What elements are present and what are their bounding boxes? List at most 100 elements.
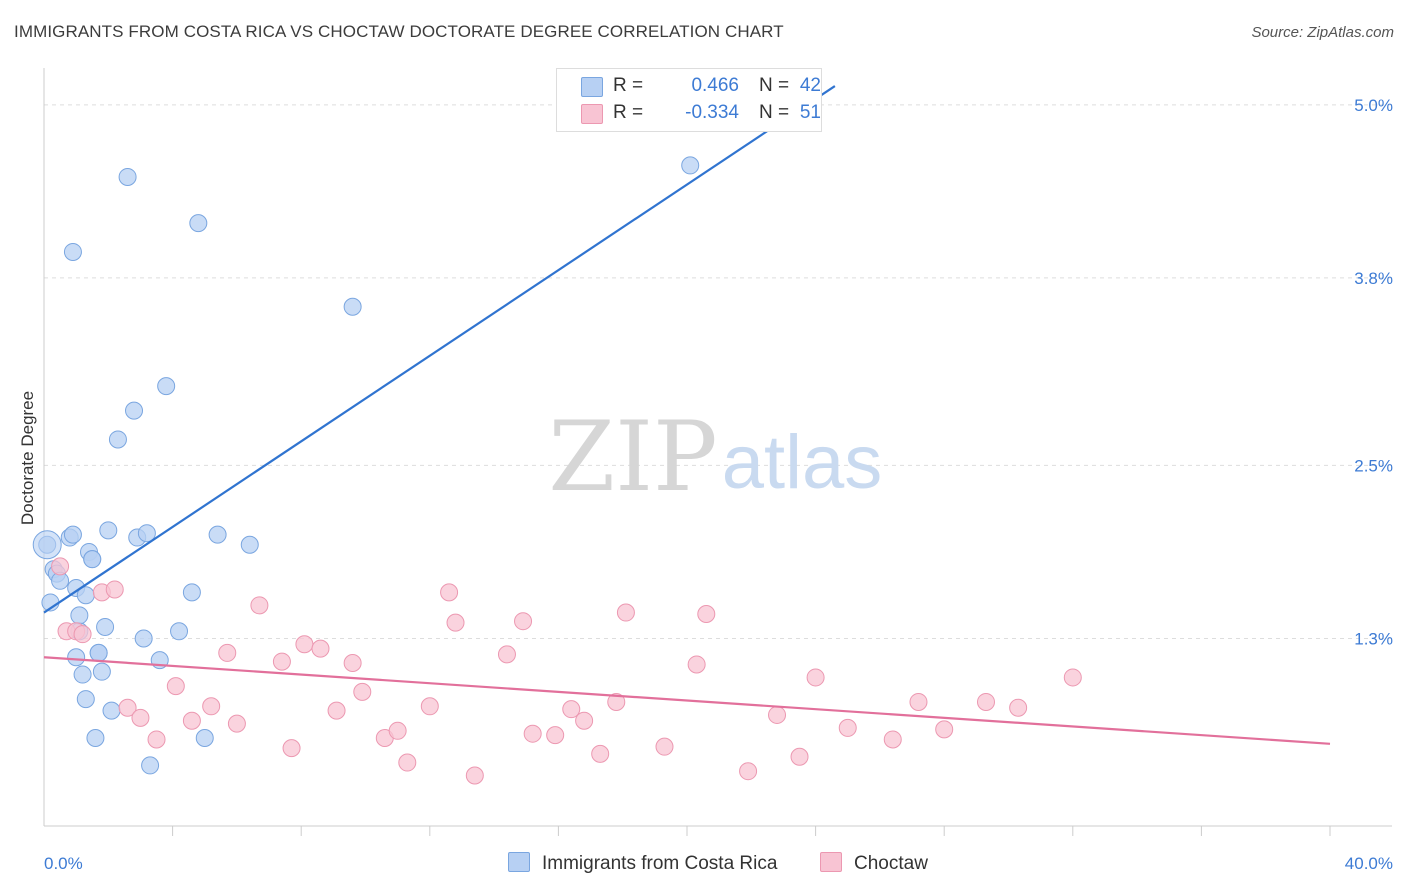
chart-title: IMMIGRANTS FROM COSTA RICA VS CHOCTAW DO…	[14, 22, 784, 41]
x-tick-label: 40.0%	[1345, 854, 1393, 873]
choctaw-point	[575, 711, 594, 730]
costa-rica-point	[343, 297, 362, 316]
choctaw-point	[591, 744, 610, 763]
costa-rica-point	[182, 583, 201, 602]
source-label: Source: ZipAtlas.com	[1251, 24, 1394, 41]
choctaw-point	[105, 580, 124, 599]
costa-rica-point	[76, 690, 95, 709]
choctaw-point	[51, 557, 70, 576]
costa-rica-point	[96, 617, 115, 636]
choctaw-point	[131, 708, 150, 727]
choctaw-point	[327, 701, 346, 720]
costa-rica-point	[102, 701, 121, 720]
costa-rica-point	[99, 521, 118, 540]
legend-swatch-blue	[581, 77, 603, 97]
legend-label: Immigrants from Costa Rica	[542, 853, 778, 874]
legend-swatch-blue	[508, 852, 530, 872]
choctaw-point	[655, 737, 674, 756]
costa-rica-point	[89, 643, 108, 662]
y-tick-label: 3.8%	[1354, 269, 1393, 288]
choctaw-point	[446, 613, 465, 632]
choctaw-point	[311, 639, 330, 658]
costa-rica-point	[108, 430, 127, 449]
choctaw-point	[806, 668, 825, 687]
choctaw-point	[282, 739, 301, 758]
choctaw-point	[420, 697, 439, 716]
watermark-atlas: atlas	[722, 420, 883, 505]
x-tick-label: 0.0%	[44, 854, 83, 873]
watermark-zip: ZIP	[548, 401, 717, 513]
costa-rica-point	[118, 167, 137, 186]
choctaw-point	[546, 726, 565, 745]
legend-r-label: R =	[613, 75, 644, 96]
costa-rica-point	[157, 377, 176, 396]
choctaw-point	[497, 645, 516, 664]
y-tick-label: 1.3%	[1354, 630, 1393, 649]
costa-rica-point	[86, 729, 105, 748]
choctaw-point	[909, 692, 928, 711]
costa-rica-point	[32, 530, 62, 560]
choctaw-point	[976, 692, 995, 711]
legend-n-value: 42	[799, 75, 821, 96]
y-tick-label: 5.0%	[1354, 96, 1393, 115]
choctaw-point	[182, 711, 201, 730]
choctaw-point	[147, 730, 166, 749]
watermark: ZIP atlas	[548, 401, 882, 513]
y-tick-label: 2.5%	[1354, 456, 1393, 475]
costa-rica-point	[195, 729, 214, 748]
choctaw-point	[687, 655, 706, 674]
legend-label: Choctaw	[854, 853, 928, 874]
choctaw-point	[514, 612, 533, 631]
costa-rica-point	[134, 629, 153, 648]
choctaw-point	[465, 766, 484, 785]
tick-labels: 1.3% 2.5% 3.8% 5.0% 0.0% 40.0%	[44, 96, 1393, 873]
axes	[43, 68, 1392, 836]
choctaw-point	[616, 603, 635, 622]
choctaw-point	[295, 635, 314, 654]
choctaw-point	[118, 698, 137, 717]
costa-rica-point	[73, 665, 92, 684]
legend-r-value: -0.334	[685, 102, 739, 123]
legend-swatch-pink	[581, 104, 603, 124]
choctaw-point	[607, 692, 626, 711]
costa-rica-point	[83, 550, 102, 569]
legend-item-choctaw[interactable]: Choctaw	[820, 852, 928, 875]
costa-rica-point	[125, 401, 144, 420]
choctaw-point	[353, 682, 372, 701]
choctaw-point	[697, 604, 716, 623]
choctaw-point	[790, 747, 809, 766]
choctaw-point	[523, 724, 542, 743]
costa-rica-point	[63, 242, 82, 261]
costa-rica-point	[137, 524, 156, 543]
choctaw-trendline	[43, 656, 1331, 745]
trend-lines	[43, 85, 1331, 745]
legend-r-value: 0.466	[691, 75, 739, 96]
costa-rica-point	[189, 214, 208, 233]
choctaw-point	[935, 720, 954, 739]
costa-rica-point	[208, 525, 227, 544]
costa-rica-point	[63, 525, 82, 544]
legend-swatch-pink	[820, 852, 842, 872]
choctaw-point	[838, 718, 857, 737]
choctaw-point	[272, 652, 291, 671]
data-points	[32, 156, 1082, 785]
costa-rica-point	[92, 662, 111, 681]
choctaw-point	[227, 714, 246, 733]
gridlines	[44, 104, 1392, 639]
costa-rica-point	[70, 606, 89, 625]
series-legend: Immigrants from Costa Rica Choctaw	[0, 852, 1406, 878]
choctaw-point	[73, 625, 92, 644]
legend-r-label: R =	[613, 102, 644, 123]
costa-rica-point	[240, 535, 259, 554]
costa-rica-point	[141, 756, 160, 775]
costa-rica-point	[67, 648, 86, 667]
legend-n-value: 51	[799, 102, 821, 123]
legend-item-costa-rica[interactable]: Immigrants from Costa Rica	[508, 852, 777, 875]
legend-n-label: N =	[759, 102, 790, 123]
choctaw-point	[250, 596, 269, 615]
choctaw-point	[343, 654, 362, 673]
costa-rica-point	[170, 622, 189, 641]
choctaw-point	[739, 762, 758, 781]
choctaw-point	[166, 677, 185, 696]
